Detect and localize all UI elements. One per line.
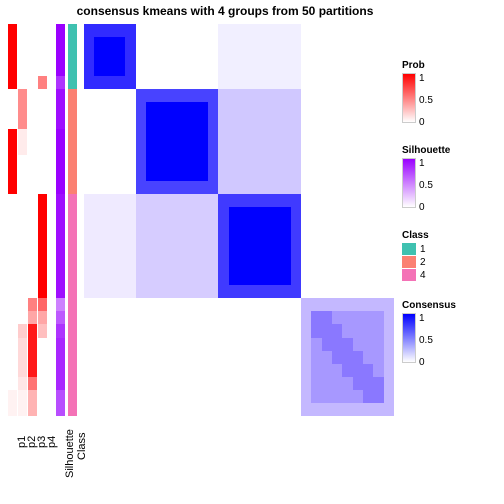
legend-title: Consensus (402, 300, 456, 311)
swatch (402, 269, 416, 281)
consensus-heatmap (84, 24, 394, 416)
legend-title: Silhouette (402, 145, 450, 156)
axis-label: Class (76, 432, 88, 460)
prob-col-p1 (8, 24, 17, 416)
chart-title: consensus kmeans with 4 groups from 50 p… (60, 4, 390, 18)
legend-item: 4 (402, 269, 429, 281)
legend-class: Class 124 (402, 230, 429, 282)
legend-title: Class (402, 230, 429, 241)
legend-gradient: 10.50 (402, 158, 416, 208)
swatch (402, 243, 416, 255)
silhouette-col (56, 24, 65, 416)
legend-silhouette: Silhouette 10.50 (402, 145, 450, 209)
legend-item: 2 (402, 256, 429, 268)
legend-item: 1 (402, 243, 429, 255)
legend-prob: Prob 10.50 (402, 60, 425, 124)
prob-col-p3 (28, 24, 37, 416)
axis-label: p4 (46, 436, 58, 448)
swatch (402, 256, 416, 268)
legend-gradient: 10.50 (402, 313, 416, 363)
prob-col-p2 (18, 24, 27, 416)
axis-label: Silhouette (64, 429, 76, 478)
class-col (68, 24, 77, 416)
legend-gradient: 10.50 (402, 73, 416, 123)
legend-title: Prob (402, 60, 425, 71)
prob-col-p4 (38, 24, 47, 416)
legend-consensus: Consensus 10.50 (402, 300, 456, 364)
